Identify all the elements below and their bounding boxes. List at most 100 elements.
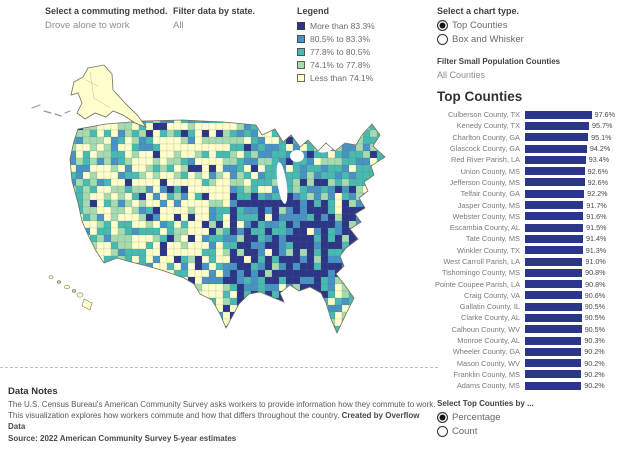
bar-mark[interactable] (525, 336, 582, 345)
bar-mark[interactable] (525, 178, 585, 187)
bar-category-text: West Carroll Parish, LA (443, 257, 520, 266)
bar-category-label: Jefferson County, MS (437, 178, 520, 187)
bar-value-label: 91.7% (586, 200, 607, 210)
legend-swatch (297, 60, 305, 69)
bar-category-text: Webster County, MS (452, 211, 521, 221)
bar-category-text: Gallatin County, IL (459, 302, 520, 312)
bar-value-label: 90.8% (585, 279, 606, 289)
bar-category-text: Union County, MS (460, 166, 520, 176)
bar-value-label: 94.2% (589, 144, 611, 154)
bar-category-label: Glascock County, GA (437, 144, 520, 153)
legend-swatch (297, 73, 305, 82)
bar-value-label: 90.2% (584, 381, 605, 391)
bar-row: Wheeler County, GA 90.2% (437, 346, 615, 357)
radio-unselected-icon[interactable] (437, 33, 448, 45)
bar-mark[interactable] (525, 155, 586, 164)
bar-row: West Carroll Parish, LA 91.0% (437, 256, 615, 267)
bar-category-label: Telfair County, GA (437, 189, 520, 198)
bar-value-label: 90.2% (584, 358, 605, 368)
bar-mark[interactable] (525, 234, 583, 243)
commute-method-label: Select a commuting method. (45, 6, 168, 16)
bar-value-label: 90.2% (584, 347, 605, 357)
state-filter-label: Filter data by state. (173, 6, 256, 16)
legend-item: More than 83.3% (297, 19, 375, 32)
top-counties-bar-chart: Culberson County, TX 97.6% Kenedy County, … (435, 109, 615, 391)
us-county-choropleth-map[interactable] (28, 56, 438, 388)
bar-category-label: Winkler County, TX (437, 246, 520, 255)
bar-mark[interactable] (525, 133, 589, 142)
small-pop-value[interactable]: All Counties (437, 70, 486, 80)
bar-mark[interactable] (525, 347, 582, 356)
data-notes: Data Notes The U.S. Census Bureau's Amer… (8, 386, 436, 443)
bar-mark[interactable] (525, 167, 585, 176)
bar-value-label: 90.5% (584, 313, 606, 323)
bar-category-label: Wheeler County, GA (437, 347, 520, 356)
chart-type-option-box-and-whisker[interactable]: Box and Whisker (437, 32, 524, 46)
bar-category-label: Pointe Coupee Parish, LA (435, 280, 520, 289)
bar-mark[interactable] (525, 246, 583, 255)
radio-selected-icon[interactable] (437, 19, 448, 31)
bar-mark[interactable] (525, 212, 584, 221)
bar-category-label: Escambia County, AL (437, 223, 520, 232)
top-by-option-count[interactable]: Count (437, 424, 534, 438)
bar-value-label: 91.0% (585, 257, 606, 266)
chart-type-option-top-counties[interactable]: Top Counties (437, 18, 524, 32)
bar-category-label: West Carroll Parish, LA (437, 257, 520, 266)
data-notes-text: The U.S. Census Bureau's American Commun… (8, 400, 436, 421)
bar-category-label: Union County, MS (437, 167, 520, 176)
bar-category-label: Charlton County, GA (437, 133, 520, 142)
bar-row: Monroe County, AL 90.3% (437, 335, 615, 346)
bar-mark[interactable] (525, 302, 582, 311)
aleutian-islands (31, 104, 71, 117)
bar-mark[interactable] (525, 144, 587, 153)
bar-mark[interactable] (525, 201, 584, 210)
top-by-label: Select Top Counties by ... (437, 399, 534, 408)
bar-category-label: Adams County, MS (437, 381, 520, 390)
state-filter-value[interactable]: All (173, 20, 184, 31)
bar-mark[interactable] (525, 110, 592, 119)
bar-mark[interactable] (525, 189, 585, 198)
small-pop-label: Filter Small Population Counties (437, 57, 561, 66)
county-cells[interactable] (62, 116, 398, 354)
bar-row: Jefferson County, MS 92.6% (437, 177, 615, 188)
bar-value-label: 90.8% (585, 268, 606, 278)
top-by-option-percentage[interactable]: Percentage (437, 410, 534, 424)
bar-category-text: Jefferson County, MS (449, 177, 520, 187)
radio-unselected-icon[interactable] (437, 425, 448, 437)
chart-type-option-label: Top Counties (452, 19, 508, 31)
bar-category-text: Red River Parish, LA (450, 155, 520, 165)
alaska-shape[interactable] (70, 64, 148, 128)
bar-row: Craig County, VA 90.6% (437, 290, 615, 301)
bar-mark[interactable] (525, 268, 583, 277)
legend-swatch (297, 34, 305, 43)
commute-method-value[interactable]: Drove alone to work (45, 20, 130, 31)
bar-mark[interactable] (525, 313, 582, 322)
bar-category-text: Winkler County, TX (457, 245, 520, 255)
bar-category-text: Calhoun County, WV (451, 324, 520, 334)
chart-type-param: Select a chart type. Top Counties Box and… (437, 6, 524, 46)
bar-mark[interactable] (525, 359, 582, 368)
bar-value-label: 91.4% (586, 234, 607, 244)
bar-row: Kenedy County, TX 95.7% (437, 120, 615, 131)
bar-category-text: Wheeler County, GA (452, 347, 520, 357)
bar-mark[interactable] (525, 121, 589, 130)
bar-mark[interactable] (525, 257, 583, 266)
bar-mark[interactable] (525, 280, 583, 289)
legend-item-label: 77.8% to 80.5% (310, 46, 371, 57)
bar-mark[interactable] (525, 381, 582, 390)
bar-row: Telfair County, GA 92.2% (437, 188, 615, 199)
bar-mark[interactable] (525, 291, 582, 300)
bar-row: Calhoun County, WV 90.5% (437, 324, 615, 335)
bar-mark[interactable] (525, 370, 582, 379)
legend-item: 80.5% to 83.3% (297, 32, 375, 45)
bar-value-label: 93.4% (588, 155, 610, 165)
bar-category-text: Kenedy County, TX (456, 121, 520, 131)
bar-value-label: 92.6% (587, 166, 608, 176)
bar-mark[interactable] (525, 223, 584, 232)
data-notes-source: Source: 2022 American Community Survey 5… (8, 433, 237, 443)
bar-value-label: 90.3% (584, 336, 605, 346)
radio-selected-icon[interactable] (437, 411, 448, 423)
hawaii-islands[interactable] (48, 275, 93, 311)
bar-mark[interactable] (525, 325, 582, 334)
